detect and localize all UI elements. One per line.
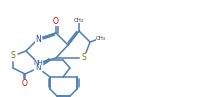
Text: N: N — [35, 65, 41, 71]
Text: NH: NH — [33, 60, 43, 66]
Text: CH₃: CH₃ — [74, 17, 84, 23]
Text: O: O — [22, 80, 28, 88]
Text: S: S — [11, 52, 15, 61]
Text: N: N — [35, 35, 41, 43]
Text: S: S — [82, 54, 86, 62]
Text: O: O — [53, 16, 59, 26]
Text: CH₃: CH₃ — [96, 36, 106, 41]
